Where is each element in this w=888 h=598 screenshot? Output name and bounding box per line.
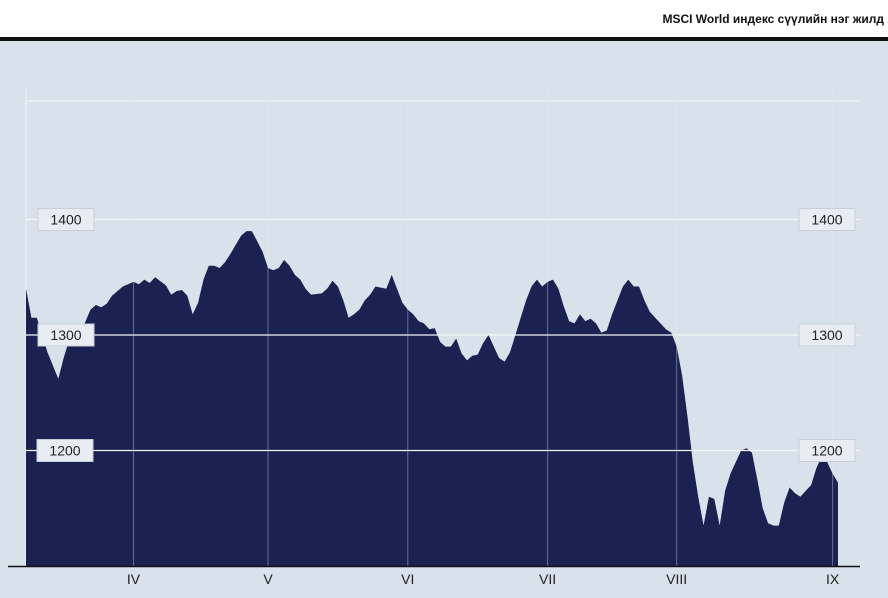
x-tick-label-VI: VI <box>401 571 414 587</box>
y-tick-label: 1400 <box>50 212 81 228</box>
horizontal-grid-overlay <box>8 89 860 568</box>
y-tick-box <box>37 323 95 347</box>
chart-header: MSCI World индекс сүүлийн нэг жилд <box>0 0 888 38</box>
header-rule <box>0 37 888 41</box>
msci-world-area-chart: 1200 1300 1400 1200 1300 1400 IV V VI VII VIII IX <box>8 89 860 587</box>
index-area-series <box>26 231 838 566</box>
x-tick-label-VIII: VIII <box>666 571 687 587</box>
x-tick-label-VII: VII <box>539 571 556 587</box>
y-tick-label: 1400 <box>811 212 842 228</box>
area-layer <box>26 231 838 566</box>
y-tick-left-1400: 1400 <box>37 208 95 231</box>
y-tick-right-1400: 1400 <box>798 208 856 231</box>
y-tick-label: 1300 <box>50 327 81 343</box>
x-tick-label-IV: IV <box>127 571 141 587</box>
y-tick-box <box>798 208 856 231</box>
y-tick-left-1200: 1200 <box>36 439 94 462</box>
x-tick-label-IX: IX <box>826 571 840 587</box>
y-tick-label: 1300 <box>811 327 842 343</box>
y-tick-box <box>798 323 856 347</box>
y-tick-box <box>798 439 856 462</box>
x-tick-label-V: V <box>263 571 273 587</box>
chart-title: MSCI World индекс сүүлийн нэг жилд <box>662 12 884 26</box>
y-tick-label: 1200 <box>49 443 80 459</box>
x-tick-labels: IV V VI VII VIII IX <box>127 571 840 587</box>
y-tick-right-1300: 1300 <box>798 323 856 347</box>
y-tick-box <box>37 208 95 231</box>
y-tick-left-1300: 1300 <box>37 323 95 347</box>
y-tick-box <box>36 439 94 462</box>
y-tick-label: 1200 <box>811 443 842 459</box>
y-tick-labels-right: 1200 1300 1400 <box>798 208 856 462</box>
chart-panel: 1200 1300 1400 1200 1300 1400 IV V VI VII VIII IX <box>0 41 888 598</box>
y-tick-right-1200: 1200 <box>798 439 856 462</box>
y-tick-labels-left: 1200 1300 1400 <box>36 208 95 462</box>
